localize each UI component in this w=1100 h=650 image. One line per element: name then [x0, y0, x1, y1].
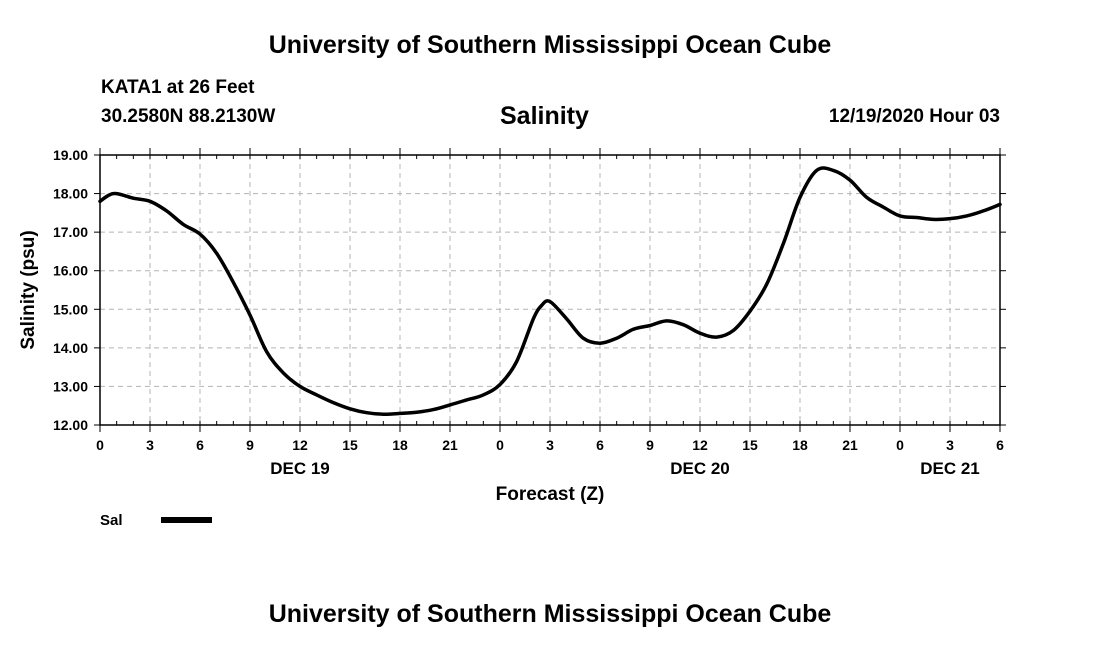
day-label: DEC 21 — [920, 459, 980, 478]
y-tick-label: 14.00 — [53, 340, 88, 356]
day-label: DEC 19 — [270, 459, 330, 478]
x-tick-label: 12 — [692, 437, 708, 453]
y-tick-label: 18.00 — [53, 186, 88, 202]
grid-layer — [100, 155, 1000, 425]
x-tick-label: 18 — [392, 437, 408, 453]
y-axis-title: Salinity (psu) — [18, 230, 39, 349]
x-tick-label: 0 — [896, 437, 904, 453]
day-label: DEC 20 — [670, 459, 730, 478]
x-tick-label: 6 — [196, 437, 204, 453]
x-tick-label: 21 — [442, 437, 458, 453]
x-tick-label: 21 — [842, 437, 858, 453]
x-tick-label: 12 — [292, 437, 308, 453]
station-coordinates: 30.2580N 88.2130W — [101, 106, 276, 127]
forecast-datetime: 12/19/2020 Hour 03 — [828, 106, 1000, 127]
x-tick-label: 9 — [646, 437, 654, 453]
x-axis-title: Forecast (Z) — [496, 484, 605, 505]
y-tick-label: 12.00 — [53, 417, 88, 433]
y-tick-label: 13.00 — [53, 378, 88, 394]
y-tick-label: 17.00 — [53, 224, 88, 240]
legend-label: Sal — [100, 512, 123, 529]
y-tick-label: 19.00 — [53, 147, 88, 163]
plot-frame — [99, 154, 1001, 426]
x-tick-label: 9 — [246, 437, 254, 453]
footer-title: University of Southern Mississippi Ocean… — [268, 600, 832, 628]
x-tick-label: 6 — [596, 437, 604, 453]
x-tick-label: 15 — [742, 437, 758, 453]
chart-title: University of Southern Mississippi Ocean… — [268, 31, 832, 59]
x-tick-label: 15 — [342, 437, 358, 453]
series-line-sal — [98, 166, 1002, 416]
legend: Sal — [100, 512, 212, 529]
x-tick-label: 6 — [996, 437, 1004, 453]
parameter-title: Salinity — [500, 102, 589, 130]
x-tick-label: 0 — [496, 437, 504, 453]
x-tick-label: 3 — [546, 437, 554, 453]
x-tick-label: 0 — [96, 437, 104, 453]
x-tick-label: 3 — [146, 437, 154, 453]
x-tick-label: 3 — [946, 437, 954, 453]
y-tick-label: 15.00 — [53, 301, 88, 317]
x-tick-label: 18 — [792, 437, 808, 453]
y-tick-label: 16.00 — [53, 263, 88, 279]
station-label: KATA1 at 26 Feet — [101, 77, 255, 98]
series-layer — [98, 166, 1002, 416]
label-layer: 12.00 13.00 14.00 15.00 16.00 17.00 18.00 19.00… — [18, 147, 1004, 505]
